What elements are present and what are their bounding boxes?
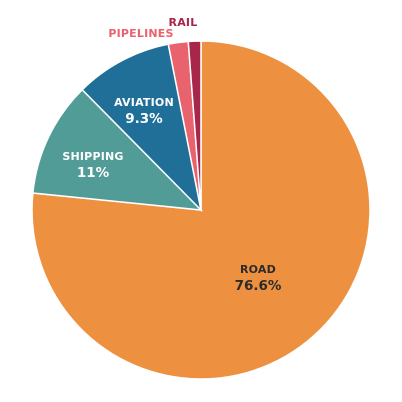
slice-label-shipping: SHIPPING xyxy=(62,150,123,163)
slice-label-aviation: AVIATION xyxy=(114,96,174,109)
slice-label-rail: RAIL xyxy=(169,16,198,29)
slice-label-road: ROAD xyxy=(240,263,276,276)
pie-slice-aviation xyxy=(81,43,203,213)
pie-slice-rail xyxy=(187,40,202,211)
slice-value-aviation: 9.3% xyxy=(125,111,163,127)
slice-value-shipping: 11% xyxy=(77,165,110,181)
pie-slice-shipping xyxy=(32,88,203,211)
slice-value-road: 76.6% xyxy=(235,278,282,294)
slice-label-pipelines: PIPELINES xyxy=(108,27,173,40)
pie-labels: ROAD 76.6% SHIPPING 11% AVIATION 9.3% PIPELINE… xyxy=(62,16,282,294)
pie-slices xyxy=(31,40,371,380)
